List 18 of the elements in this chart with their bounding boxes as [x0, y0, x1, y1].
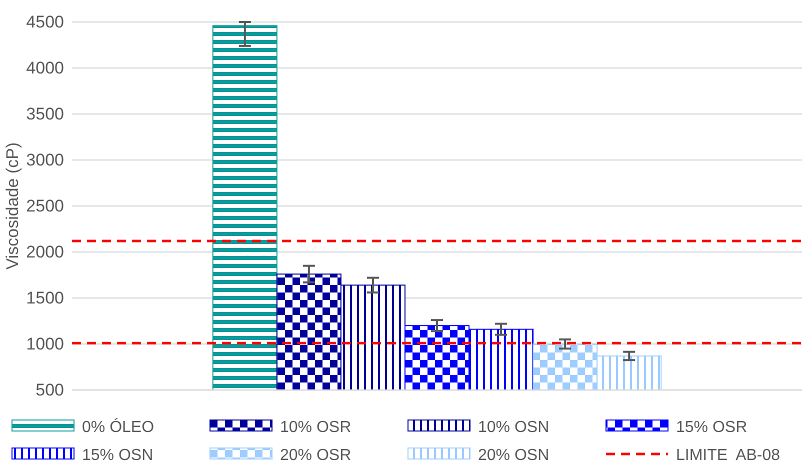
legend-label: 0% ÓLEO: [82, 418, 154, 436]
legend-label: 20% OSN: [478, 447, 550, 464]
y-tick-label: 4000: [26, 58, 64, 78]
legend-label: 10% OSN: [478, 419, 550, 436]
y-tick-label: 4500: [26, 12, 64, 32]
y-tick-label: 1500: [26, 288, 64, 308]
legend-label: 15% OSR: [676, 419, 748, 436]
y-tick-label: 3000: [26, 150, 64, 170]
y-tick-label: 500: [36, 380, 64, 400]
legend-label: 10% OSR: [280, 419, 352, 436]
legend-label: 15% OSN: [82, 447, 154, 464]
y-tick-label: 1000: [26, 334, 64, 354]
legend-label: 20% OSR: [280, 447, 352, 464]
y-axis-title: Viscosidade (cP): [3, 142, 22, 270]
y-tick-label: 2500: [26, 196, 64, 216]
legend-label: LIMITE AB-08: [676, 447, 780, 464]
y-tick-label: 3500: [26, 104, 64, 124]
y-tick-label: 2000: [26, 242, 64, 262]
